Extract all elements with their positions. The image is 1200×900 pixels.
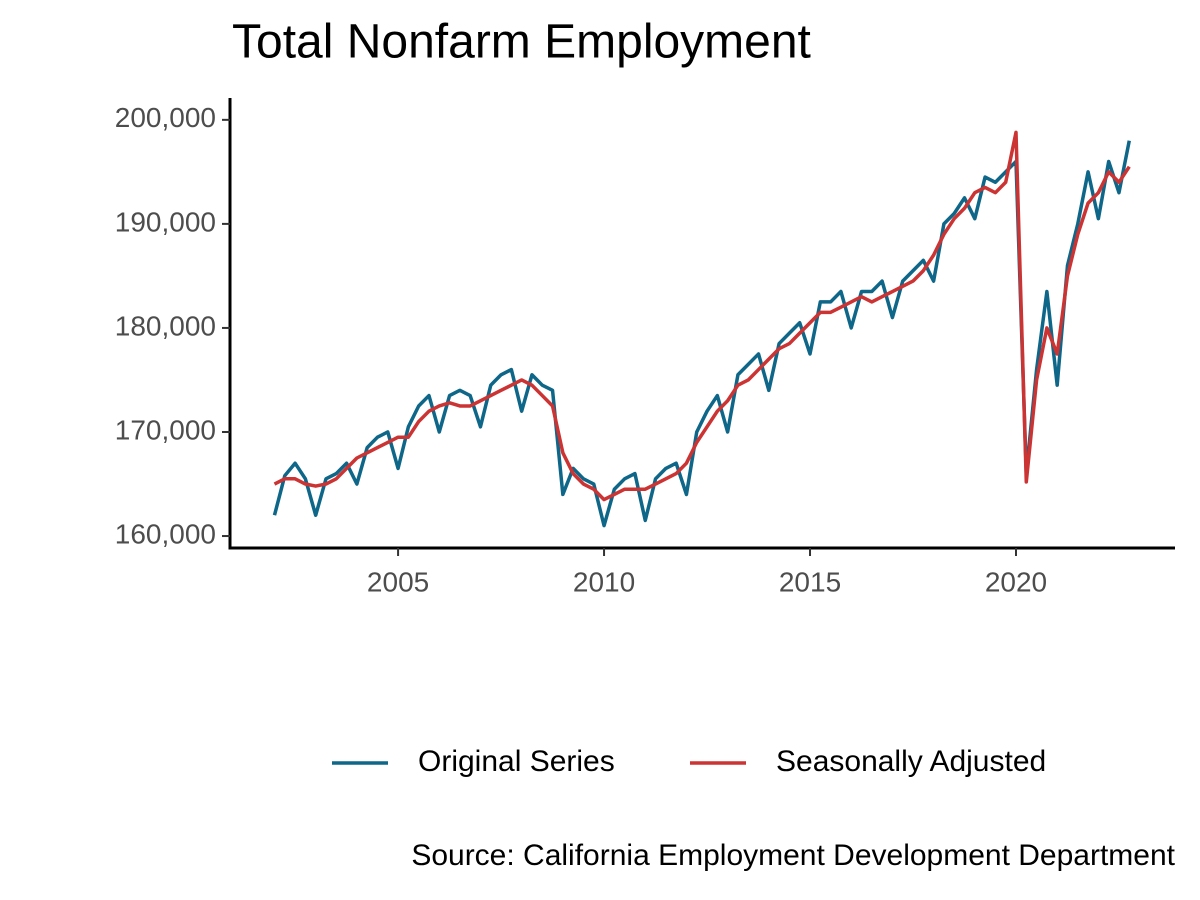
x-tick-label: 2020 [985, 566, 1047, 597]
y-tick-label: 180,000 [115, 310, 216, 341]
series-line [273, 130, 1131, 502]
y-tick-label: 170,000 [115, 414, 216, 445]
legend-label: Seasonally Adjusted [776, 745, 1046, 778]
legend-label: Original Series [418, 745, 615, 778]
x-tick-label: 2005 [367, 566, 429, 597]
x-tick-label: 2015 [779, 566, 841, 597]
y-tick-label: 200,000 [115, 102, 216, 133]
y-tick-label: 190,000 [115, 206, 216, 237]
x-tick-label: 2010 [573, 566, 635, 597]
series-line [272, 140, 1131, 528]
chart-title: Total Nonfarm Employment [232, 16, 811, 69]
caption: Source: California Employment Developmen… [411, 839, 1175, 872]
y-tick-label: 160,000 [115, 518, 216, 549]
